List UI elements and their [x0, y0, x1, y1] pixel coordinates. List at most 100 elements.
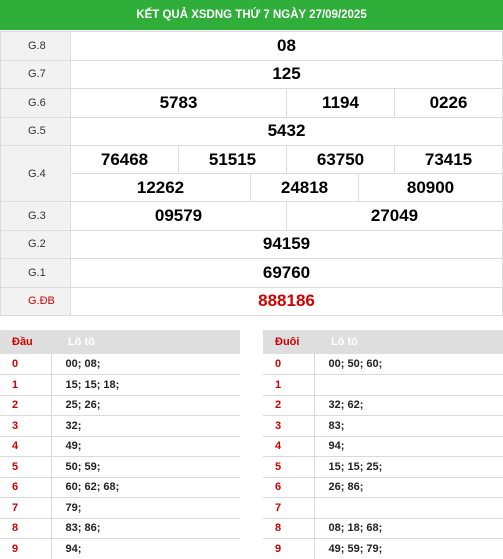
- prize-label: G.6: [0, 88, 71, 118]
- column-header-loto: Lô tô: [51, 330, 240, 354]
- prize-row-g3: G.3 09579 27049: [0, 201, 503, 231]
- prize-row-special: G.ĐB 888186: [0, 286, 503, 316]
- loto-values: 79;: [51, 497, 240, 519]
- loto-values: 83; 86;: [51, 518, 240, 539]
- table-row: 7 79;: [0, 497, 240, 519]
- loto-key: 8: [0, 518, 52, 539]
- table-row: 4 94;: [263, 436, 503, 457]
- special-prize-number: 888186: [70, 286, 503, 316]
- loto-values: 94;: [51, 538, 240, 559]
- prize-label-special: G.ĐB: [0, 286, 71, 316]
- loto-key: 0: [0, 354, 52, 375]
- prize-number: 08: [70, 31, 503, 61]
- loto-key: 4: [263, 436, 315, 457]
- table-row: 2 32; 62;: [263, 395, 503, 416]
- table-row: 1: [263, 374, 503, 396]
- prize-number: 73415: [394, 145, 503, 174]
- loto-values: 25; 26;: [51, 395, 240, 416]
- loto-key: 1: [0, 374, 52, 396]
- prize-label: G.8: [0, 31, 71, 61]
- loto-key: 3: [263, 415, 315, 437]
- table-row: 8 83; 86;: [0, 518, 240, 539]
- table-row: 6 26; 86;: [263, 477, 503, 498]
- column-header-duoi: Đuôi: [263, 330, 314, 354]
- prize-number: 0226: [394, 88, 503, 118]
- column-header-dau: Đầu: [0, 330, 51, 354]
- prize-number: 76468: [70, 145, 179, 174]
- prize-number: 63750: [286, 145, 395, 174]
- loto-key: 3: [0, 415, 52, 437]
- prize-label: G.4: [0, 145, 71, 202]
- column-header-loto: Lô tô: [314, 330, 503, 354]
- loto-values: 94;: [314, 436, 503, 457]
- loto-values: 00; 50; 60;: [314, 354, 503, 375]
- loto-key: 1: [263, 374, 315, 396]
- loto-values: 49;: [51, 436, 240, 457]
- table-row: 3 83;: [263, 415, 503, 437]
- prize-number: 24818: [250, 173, 359, 202]
- loto-key: 6: [263, 477, 315, 498]
- table-row: 0 00; 08;: [0, 354, 240, 375]
- prize-row-g1: G.1 69760: [0, 258, 503, 288]
- prize-label: G.1: [0, 258, 71, 288]
- loto-values: 50; 59;: [51, 456, 240, 478]
- loto-key: 7: [0, 497, 52, 519]
- prize-row-g4-b: 12262 24818 80900: [1, 173, 503, 202]
- table-row: 9 49; 59; 79;: [263, 538, 503, 559]
- loto-values: 00; 08;: [51, 354, 240, 375]
- loto-values: [314, 374, 503, 396]
- column-sizer: [1, 316, 503, 317]
- loto-values: 49; 59; 79;: [314, 538, 503, 559]
- prize-number: 51515: [178, 145, 287, 174]
- table-row: 5 50; 59;: [0, 456, 240, 478]
- loto-head-header: Đầu Lô tô: [0, 330, 240, 354]
- loto-values: 08; 18; 68;: [314, 518, 503, 539]
- prize-number: 5432: [70, 116, 503, 146]
- loto-key: 6: [0, 477, 52, 498]
- loto-values: 26; 86;: [314, 477, 503, 498]
- prize-label: G.3: [0, 201, 71, 231]
- loto-values: 32; 62;: [314, 395, 503, 416]
- loto-key: 4: [0, 436, 52, 457]
- prize-row-g8: G.8 08: [0, 31, 503, 61]
- table-row: 3 32;: [0, 415, 240, 437]
- loto-key: 0: [263, 354, 315, 375]
- loto-tail-table: Đuôi Lô tô 0 00; 50; 60; 1 2 32; 62; 3 83; 4 94;…: [263, 330, 503, 559]
- loto-values: [314, 497, 503, 519]
- prize-label: G.2: [0, 229, 71, 259]
- prize-number: 94159: [70, 229, 503, 259]
- prize-number: 09579: [70, 201, 287, 231]
- loto-key: 5: [0, 456, 52, 478]
- table-row: 0 00; 50; 60;: [263, 354, 503, 375]
- table-row: 2 25; 26;: [0, 395, 240, 416]
- loto-key: 9: [0, 538, 52, 559]
- loto-values: 60; 62; 68;: [51, 477, 240, 498]
- prize-number: 80900: [358, 173, 503, 202]
- loto-values: 15; 15; 18;: [51, 374, 240, 396]
- prize-number: 69760: [70, 258, 503, 288]
- loto-key: 8: [263, 518, 315, 539]
- results-table: G.8 08 G.7 125 G.6 5783 1194 0226 G.5 54…: [0, 31, 503, 316]
- table-row: 7: [263, 497, 503, 519]
- prize-label: G.5: [0, 116, 71, 146]
- prize-row-g4-a: G.4 76468 51515 63750 73415: [0, 145, 503, 202]
- prize-row-g5: G.5 5432: [0, 116, 503, 146]
- loto-values: 32;: [51, 415, 240, 437]
- loto-key: 2: [263, 395, 315, 416]
- table-row: 1 15; 15; 18;: [0, 374, 240, 396]
- table-row: 5 15; 15; 25;: [263, 456, 503, 478]
- prize-row-g2: G.2 94159: [0, 229, 503, 259]
- loto-head-table: Đầu Lô tô 0 00; 08; 1 15; 15; 18; 2 25; 26; 3 3…: [0, 330, 240, 559]
- prize-row-g6: G.6 5783 1194 0226: [0, 88, 503, 118]
- loto-values: 83;: [314, 415, 503, 437]
- table-row: 6 60; 62; 68;: [0, 477, 240, 498]
- prize-number: 12262: [70, 173, 251, 202]
- prize-number: 125: [70, 59, 503, 89]
- table-row: 8 08; 18; 68;: [263, 518, 503, 539]
- prize-label: G.7: [0, 59, 71, 89]
- loto-key: 5: [263, 456, 315, 478]
- results-title: KẾT QUẢ XSDNG THỨ 7 NGÀY 27/09/2025: [136, 9, 367, 21]
- loto-key: 7: [263, 497, 315, 519]
- prize-row-g7: G.7 125: [0, 59, 503, 89]
- prize-number: 1194: [286, 88, 395, 118]
